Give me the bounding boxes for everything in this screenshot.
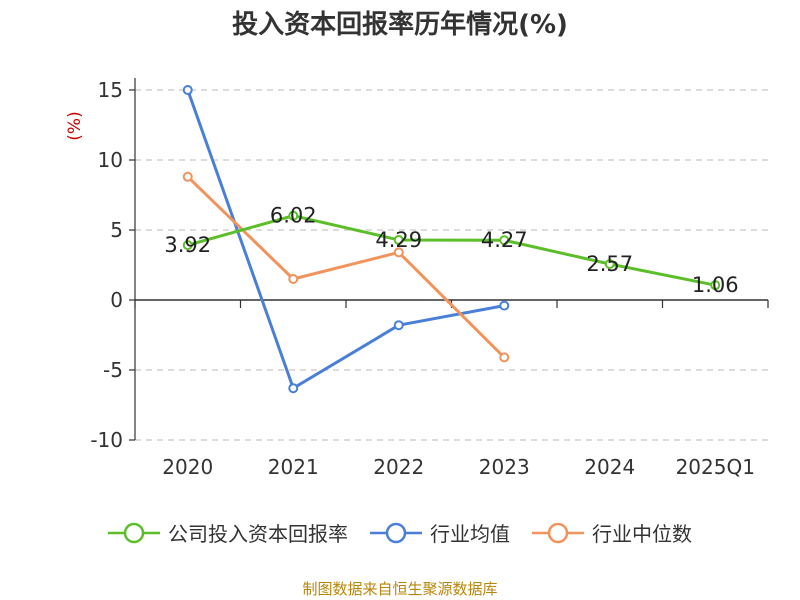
data-label: 4.29 [375,228,422,252]
series-lines [182,85,721,394]
data-point [499,300,510,311]
data-label: 3.92 [164,233,211,257]
data-point [288,274,299,284]
x-tick-label: 2022 [373,455,424,479]
legend-label: 公司投入资本回报率 [168,522,348,546]
x-tick-label: 2024 [584,455,635,479]
source-note: 制图数据来自恒生聚源数据库 [302,580,498,598]
data-labels: 3.92 6.02 4.29 4.27 2.57 1.06 [164,204,738,297]
data-point [604,259,615,270]
data-label: 4.27 [481,228,528,252]
data-point [288,210,299,221]
x-tick-label: 2023 [479,455,530,479]
legend: 公司投入资本回报率 行业均值 行业中位数 [0,518,800,547]
data-point [710,280,721,291]
data-point [182,240,193,251]
legend-item-2[interactable]: 行业中位数 [532,518,692,547]
y-tick-label: 5 [110,218,123,242]
x-tick-label: 2020 [162,455,213,479]
y-tick-label: -5 [103,358,123,382]
y-tick-label: 0 [110,288,123,312]
y-tick-label: -10 [90,428,123,452]
legend-item-0[interactable]: 公司投入资本回报率 [108,518,348,547]
x-tick-label: 2025Q1 [676,455,755,479]
data-label: 1.06 [692,273,739,297]
legend-item-1[interactable]: 行业均值 [370,518,510,547]
x-tick-label: 2021 [268,455,319,479]
chart-title: 投入资本回报率历年情况(%) [232,10,568,40]
axes: 15 10 5 0 -5 -10 2020 2021 2022 2023 2024 2025Q1 (%) [65,78,769,479]
series-line-0 [187,214,716,287]
legend-label: 行业中位数 [592,522,692,546]
data-label: 2.57 [586,252,633,276]
legend-swatch [108,522,160,543]
data-point [499,352,510,363]
legend-swatch [532,522,584,543]
data-point [182,85,193,95]
data-point [393,320,404,331]
y-tick-label: 10 [98,148,123,172]
data-point [182,171,193,182]
series-line-2 [186,175,506,359]
data-point [393,247,404,258]
data-point [499,235,510,246]
y-axis-title: (%) [65,111,85,140]
legend-label: 行业均值 [430,522,510,546]
legend-swatch [370,522,422,543]
data-label: 6.02 [270,204,317,228]
data-point [288,383,299,394]
series-line-1 [186,89,505,390]
grid-lines [135,89,768,441]
data-point [393,234,404,245]
y-tick-label: 15 [98,78,123,102]
